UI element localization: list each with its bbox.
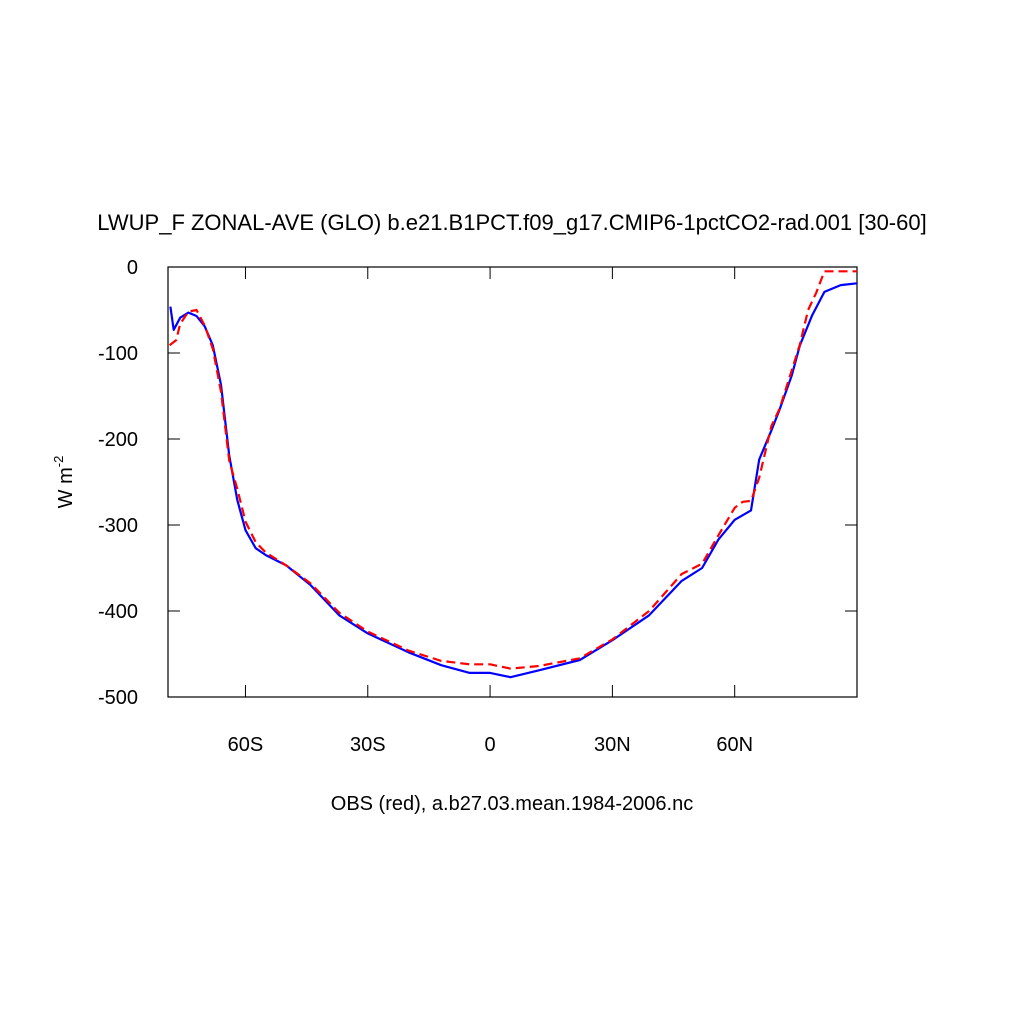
y-axis-label-superscript: -2 [51,456,66,468]
series-line [169,282,858,679]
y-axis-label-main: W m [55,467,77,508]
y-tick-label: -400 [98,601,138,623]
x-tick-label: 60S [228,734,264,756]
chart-title: LWUP_F ZONAL-AVE (GLO) b.e21.B1PCT.f09_g… [97,210,926,235]
y-tick-label: -100 [98,343,138,365]
x-axis-label: OBS (red), a.b27.03.mean.1984-2006.nc [331,793,693,815]
y-tick-label: -500 [98,687,138,709]
y-tick-label: 0 [127,257,138,279]
y-tick-label: -200 [98,429,138,451]
series-line [168,270,857,670]
y-axis-label-text: W m-2 [51,456,77,509]
x-tick-label: 30N [594,734,631,756]
x-tick-label: 60N [716,734,753,756]
y-tick-label: -300 [98,515,138,537]
plot-frame [167,266,858,698]
x-tick-label: 0 [485,734,496,756]
y-axis-label: W m-2 [51,456,77,509]
x-tick-label: 30S [350,734,386,756]
